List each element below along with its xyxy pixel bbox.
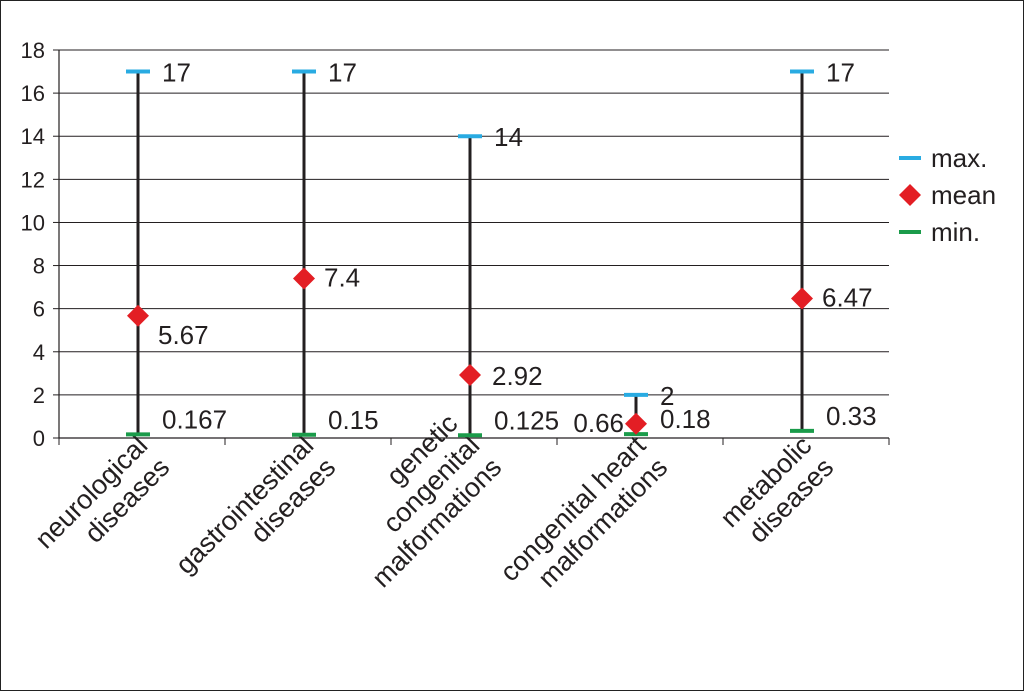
y-tick-label: 18 (21, 38, 45, 63)
y-tick-label: 8 (33, 254, 45, 279)
mean-marker (791, 287, 813, 310)
mean-marker (459, 364, 481, 387)
mean-data-label: 2.92 (492, 361, 543, 391)
min-data-label: 0.167 (162, 404, 227, 434)
data-series (126, 69, 814, 438)
max-data-label: 17 (328, 58, 357, 88)
mean-data-label: 0.66 (573, 408, 624, 438)
max-data-label: 17 (826, 58, 855, 88)
min-data-label: 0.15 (328, 405, 379, 435)
legend-label: min. (931, 217, 980, 247)
min-data-label: 0.125 (494, 405, 559, 435)
mean-data-label: 7.4 (324, 262, 360, 292)
y-tick-label: 14 (21, 124, 45, 149)
max-data-label: 2 (660, 381, 674, 411)
y-tick-label: 4 (33, 340, 45, 365)
y-tick-label: 16 (21, 81, 45, 106)
mean-data-label: 6.47 (822, 283, 873, 313)
legend-label: mean (931, 180, 996, 210)
y-tick-label: 10 (21, 210, 45, 235)
legend-label: max. (931, 143, 987, 173)
gridlines (59, 49, 889, 396)
mean-data-label: 5.67 (158, 320, 209, 350)
mean-marker (625, 412, 647, 435)
y-tick-label: 12 (21, 167, 45, 192)
axes: 0 2 4 6 8 10 12 14 16 18 neurologicaldiseasesgastr… (21, 38, 890, 593)
min-data-label: 0.33 (826, 401, 877, 431)
max-data-label: 17 (162, 58, 191, 88)
min-data-label: 0.18 (660, 404, 711, 434)
legend: max. mean min. (899, 143, 996, 247)
data-labels: 17 5.67 0.167 17 7.4 0.15 14 2.92 0.125 2 0.66 0.18… (158, 58, 877, 438)
mean-marker (293, 267, 315, 290)
y-tick-label: 0 (33, 426, 45, 451)
y-tick-label: 6 (33, 297, 45, 322)
y-tick-label: 2 (33, 383, 45, 408)
max-data-label: 14 (494, 122, 523, 152)
legend-swatch (899, 184, 921, 206)
mean-marker (127, 304, 149, 327)
